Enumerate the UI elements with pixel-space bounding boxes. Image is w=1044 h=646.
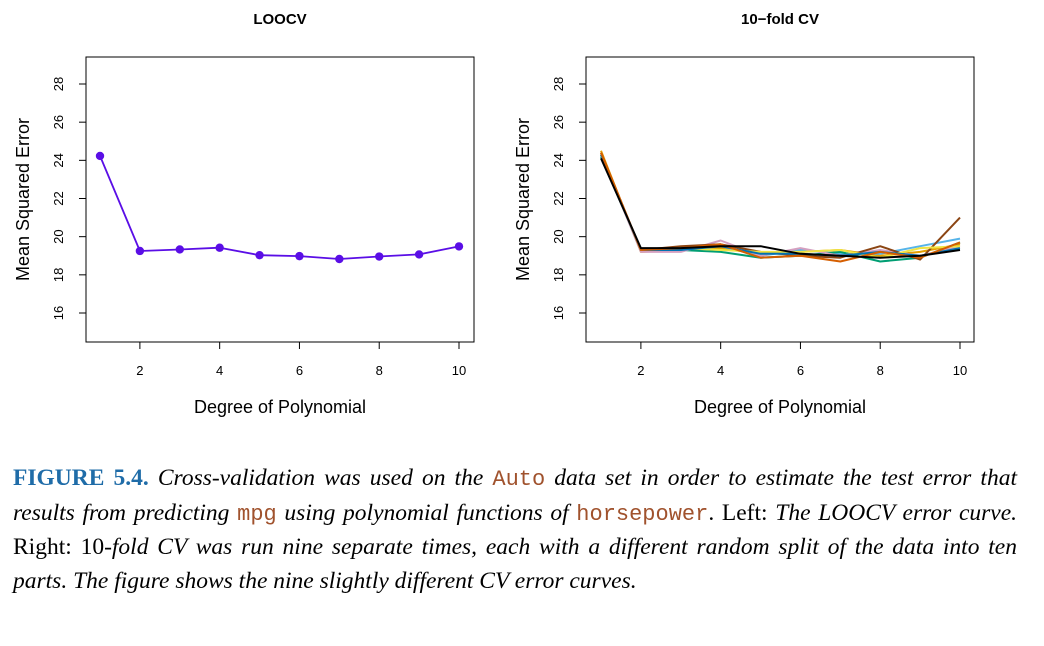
tenfold-cv-series-line-6 bbox=[600, 154, 961, 259]
tenfold-cv-y-tick-label: 24 bbox=[551, 153, 566, 167]
caption-text-7: fold CV was run nine separate times, eac… bbox=[13, 534, 1017, 594]
tenfold-cv-x-tick-label: 2 bbox=[637, 363, 644, 378]
loocv-x-tick-label: 4 bbox=[216, 363, 223, 378]
tenfold-cv-series-line-8 bbox=[600, 152, 961, 263]
caption-text-4: . Left: bbox=[708, 499, 776, 526]
tenfold-cv-y-tick-label: 18 bbox=[551, 268, 566, 282]
loocv-data-point bbox=[414, 250, 424, 259]
loocv-y-tick-label: 24 bbox=[51, 153, 66, 167]
loocv-series-line-1 bbox=[99, 155, 460, 260]
loocv-y-tick-label: 18 bbox=[51, 268, 66, 282]
figure: LOOCV Mean Squared Error Degree of Polyn… bbox=[13, 11, 975, 417]
loocv-y-tick-label: 28 bbox=[51, 77, 66, 91]
loocv-data-point bbox=[95, 151, 105, 161]
loocv-data-point bbox=[255, 250, 264, 260]
tenfold-cv-series-line-3 bbox=[600, 156, 961, 263]
tenfold-cv-y-tick-label: 28 bbox=[551, 77, 566, 91]
loocv-y-tick-label: 20 bbox=[51, 229, 66, 243]
tenfold-cv-x-tick-label: 6 bbox=[797, 363, 804, 378]
tenfold-cv-series-line-4 bbox=[600, 154, 961, 257]
loocv-x-tick-label: 2 bbox=[136, 363, 143, 378]
tenfold-cv-series-line-9 bbox=[600, 157, 961, 259]
loocv-data-point bbox=[454, 242, 464, 251]
tenfold-cv-title: 10−fold CV bbox=[741, 11, 819, 28]
code-mpg: mpg bbox=[237, 501, 277, 527]
figure-label: FIGURE 5.4. bbox=[13, 465, 149, 491]
loocv-x-tick-label: 8 bbox=[376, 363, 383, 378]
tenfold-cv-x-tick-label: 8 bbox=[877, 363, 884, 378]
loocv-y-axis-label: Mean Squared Error bbox=[13, 118, 33, 281]
tenfold-cv-y-tick-label: 26 bbox=[551, 115, 566, 129]
loocv-data-point bbox=[335, 254, 344, 264]
tenfold-cv-y-tick-label: 22 bbox=[551, 191, 566, 205]
tenfold-cv-series-line-2 bbox=[600, 154, 961, 257]
tenfold-cv-y-tick-label: 20 bbox=[551, 229, 566, 243]
caption-text-6: Right: 10- bbox=[13, 534, 112, 560]
loocv-x-axis-label: Degree of Polynomial bbox=[194, 397, 366, 417]
tenfold-cv-x-tick-label: 10 bbox=[953, 363, 967, 378]
tenfold-cv-x-tick-label: 4 bbox=[717, 363, 724, 378]
caption-text-3: using polynomial functions of bbox=[276, 499, 577, 526]
tenfold-cv-series-line-1 bbox=[600, 150, 961, 257]
tenfold-cv-y-tick-label: 16 bbox=[551, 306, 566, 320]
loocv-y-tick-label: 26 bbox=[51, 115, 66, 129]
tenfold-cv-series-line-5 bbox=[600, 152, 961, 261]
tenfold-cv-x-axis-label: Degree of Polynomial bbox=[694, 397, 866, 417]
loocv-data-point bbox=[215, 243, 224, 252]
loocv-title: LOOCV bbox=[253, 11, 306, 28]
caption-text-5: The LOOCV error curve. bbox=[775, 499, 1018, 526]
loocv-data-point bbox=[375, 252, 384, 261]
tenfold-cv-series-line-7 bbox=[600, 154, 961, 257]
loocv-data-point bbox=[295, 251, 304, 261]
caption-text-2: data set in order to estimate the test e… bbox=[13, 465, 1017, 526]
tenfold-cv-plot-frame bbox=[585, 56, 975, 343]
loocv-panel: LOOCV Mean Squared Error Degree of Polyn… bbox=[13, 11, 475, 417]
loocv-x-tick-label: 10 bbox=[452, 363, 466, 378]
loocv-data-point bbox=[135, 246, 145, 256]
loocv-y-tick-label: 16 bbox=[51, 306, 66, 320]
loocv-x-tick-label: 6 bbox=[296, 363, 303, 378]
code-horsepower: horsepower bbox=[576, 501, 709, 527]
tenfold-cv-panel: 10−fold CV Mean Squared Error Degree of … bbox=[513, 11, 975, 417]
loocv-data-point bbox=[175, 245, 184, 254]
loocv-plot-frame bbox=[85, 56, 475, 343]
figure-caption: FIGURE 5.4. Cross-validation was used on… bbox=[13, 462, 1017, 598]
tenfold-cv-y-axis-label: Mean Squared Error bbox=[513, 118, 533, 281]
loocv-y-tick-label: 22 bbox=[51, 191, 66, 205]
caption-text-1: Cross-validation was used on the bbox=[148, 465, 493, 491]
code-auto: Auto bbox=[492, 467, 546, 492]
